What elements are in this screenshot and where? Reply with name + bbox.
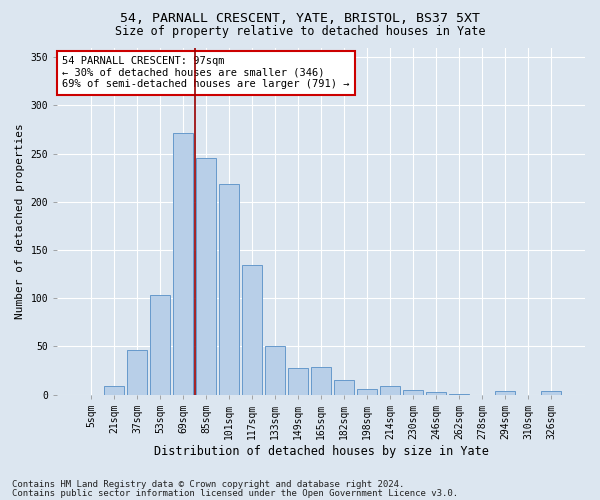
Bar — [219, 184, 239, 394]
Bar — [265, 346, 285, 395]
Text: Size of property relative to detached houses in Yate: Size of property relative to detached ho… — [115, 25, 485, 38]
Bar — [104, 386, 124, 394]
Y-axis label: Number of detached properties: Number of detached properties — [15, 123, 25, 319]
Text: Contains HM Land Registry data © Crown copyright and database right 2024.: Contains HM Land Registry data © Crown c… — [12, 480, 404, 489]
Bar — [289, 368, 308, 394]
Bar — [127, 350, 147, 395]
Bar — [427, 392, 446, 394]
Bar — [173, 134, 193, 394]
Bar — [380, 386, 400, 394]
Bar — [541, 391, 561, 394]
Text: 54 PARNALL CRESCENT: 97sqm
← 30% of detached houses are smaller (346)
69% of sem: 54 PARNALL CRESCENT: 97sqm ← 30% of deta… — [62, 56, 350, 90]
Bar — [311, 366, 331, 394]
Bar — [196, 158, 216, 394]
Bar — [403, 390, 423, 394]
Bar — [334, 380, 354, 394]
X-axis label: Distribution of detached houses by size in Yate: Distribution of detached houses by size … — [154, 444, 488, 458]
Text: Contains public sector information licensed under the Open Government Licence v3: Contains public sector information licen… — [12, 489, 458, 498]
Bar — [242, 266, 262, 394]
Bar — [358, 389, 377, 394]
Text: 54, PARNALL CRESCENT, YATE, BRISTOL, BS37 5XT: 54, PARNALL CRESCENT, YATE, BRISTOL, BS3… — [120, 12, 480, 26]
Bar — [150, 296, 170, 394]
Bar — [496, 391, 515, 394]
